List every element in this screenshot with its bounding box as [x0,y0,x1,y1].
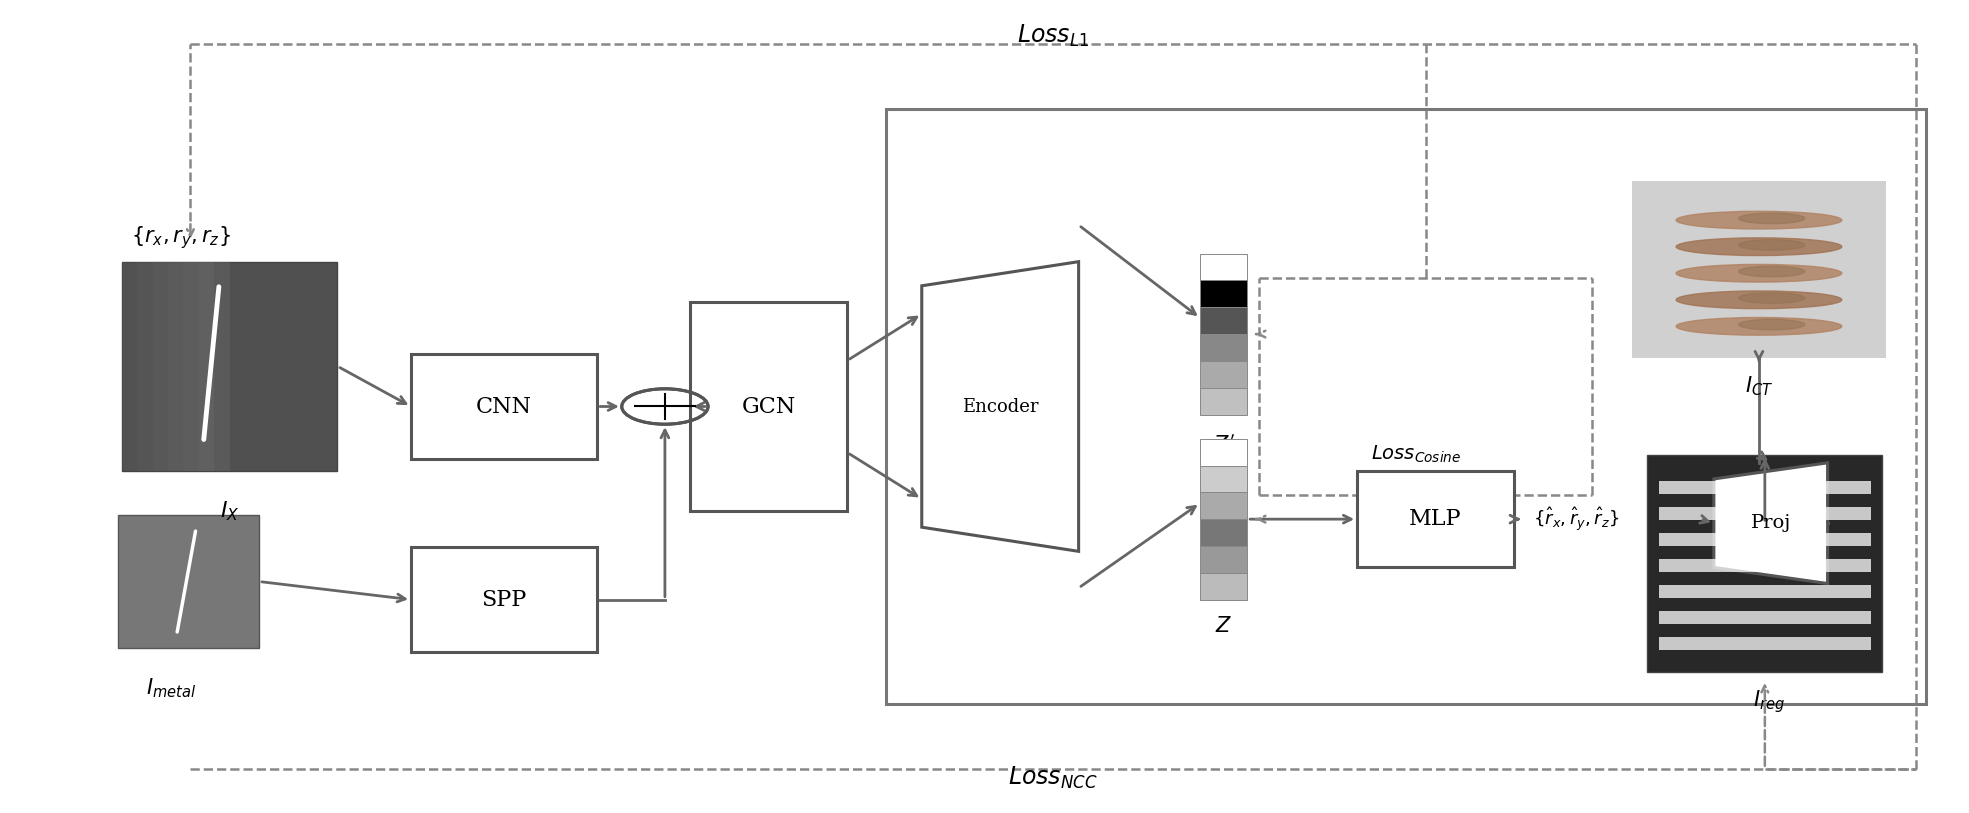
Text: MLP: MLP [1410,508,1461,530]
Text: $I_{CT}$: $I_{CT}$ [1745,374,1774,398]
Text: $I_{metal}$: $I_{metal}$ [146,676,195,700]
FancyBboxPatch shape [1660,585,1871,598]
FancyBboxPatch shape [412,547,597,652]
Ellipse shape [1676,291,1841,309]
Text: Encoder: Encoder [963,398,1038,415]
FancyBboxPatch shape [167,262,199,471]
Ellipse shape [1739,266,1806,276]
FancyBboxPatch shape [1201,493,1246,520]
Text: $\{\hat{r}_x,\hat{r}_y,\hat{r}_z\}$: $\{\hat{r}_x,\hat{r}_y,\hat{r}_z\}$ [1534,505,1620,533]
FancyBboxPatch shape [1357,471,1514,567]
Ellipse shape [1676,211,1841,229]
Text: Proj: Proj [1750,514,1792,533]
FancyBboxPatch shape [1201,361,1246,388]
FancyBboxPatch shape [1648,454,1882,672]
Text: $I_{reg}$: $I_{reg}$ [1752,688,1784,715]
Text: $I_X$: $I_X$ [221,499,240,523]
Text: GCN: GCN [742,395,795,418]
FancyBboxPatch shape [1660,507,1871,520]
FancyBboxPatch shape [1660,559,1871,572]
Ellipse shape [1676,264,1841,282]
FancyBboxPatch shape [691,302,847,511]
FancyBboxPatch shape [1660,533,1871,546]
Ellipse shape [1676,238,1841,255]
FancyBboxPatch shape [1660,611,1871,624]
FancyBboxPatch shape [1201,573,1246,600]
FancyBboxPatch shape [122,262,154,471]
FancyBboxPatch shape [1201,439,1246,466]
Text: $Z$: $Z$ [1215,615,1233,636]
Polygon shape [921,262,1079,551]
FancyBboxPatch shape [118,515,260,648]
FancyBboxPatch shape [412,354,597,459]
FancyBboxPatch shape [199,262,230,471]
FancyBboxPatch shape [1201,466,1246,493]
FancyBboxPatch shape [1632,181,1886,359]
FancyBboxPatch shape [1201,388,1246,415]
Text: SPP: SPP [482,589,528,611]
Ellipse shape [1739,320,1806,330]
Polygon shape [1713,463,1827,584]
FancyBboxPatch shape [183,262,215,471]
FancyBboxPatch shape [1201,280,1246,307]
Text: CNN: CNN [476,395,532,418]
Text: $Loss_{Cosine}$: $Loss_{Cosine}$ [1370,444,1461,465]
Ellipse shape [1739,240,1806,250]
FancyBboxPatch shape [1201,307,1246,334]
FancyBboxPatch shape [1201,254,1246,280]
FancyBboxPatch shape [1201,520,1246,546]
Ellipse shape [1739,213,1806,224]
Text: $\{r_x, r_y, r_z\}$: $\{r_x, r_y, r_z\}$ [130,224,230,251]
Ellipse shape [1676,318,1841,335]
Text: $Z'$: $Z'$ [1213,433,1235,455]
FancyBboxPatch shape [154,262,183,471]
FancyBboxPatch shape [1660,480,1871,493]
FancyBboxPatch shape [1201,334,1246,361]
FancyBboxPatch shape [138,262,167,471]
Ellipse shape [1739,293,1806,303]
FancyBboxPatch shape [1660,637,1871,650]
Text: $Loss_{L1}$: $Loss_{L1}$ [1016,24,1089,50]
FancyBboxPatch shape [1201,546,1246,573]
Text: $Loss_{NCC}$: $Loss_{NCC}$ [1008,765,1099,791]
FancyBboxPatch shape [122,262,337,471]
